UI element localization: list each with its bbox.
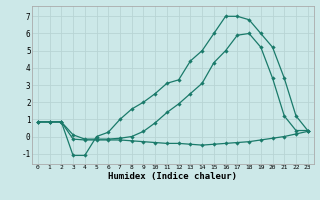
X-axis label: Humidex (Indice chaleur): Humidex (Indice chaleur) bbox=[108, 172, 237, 181]
